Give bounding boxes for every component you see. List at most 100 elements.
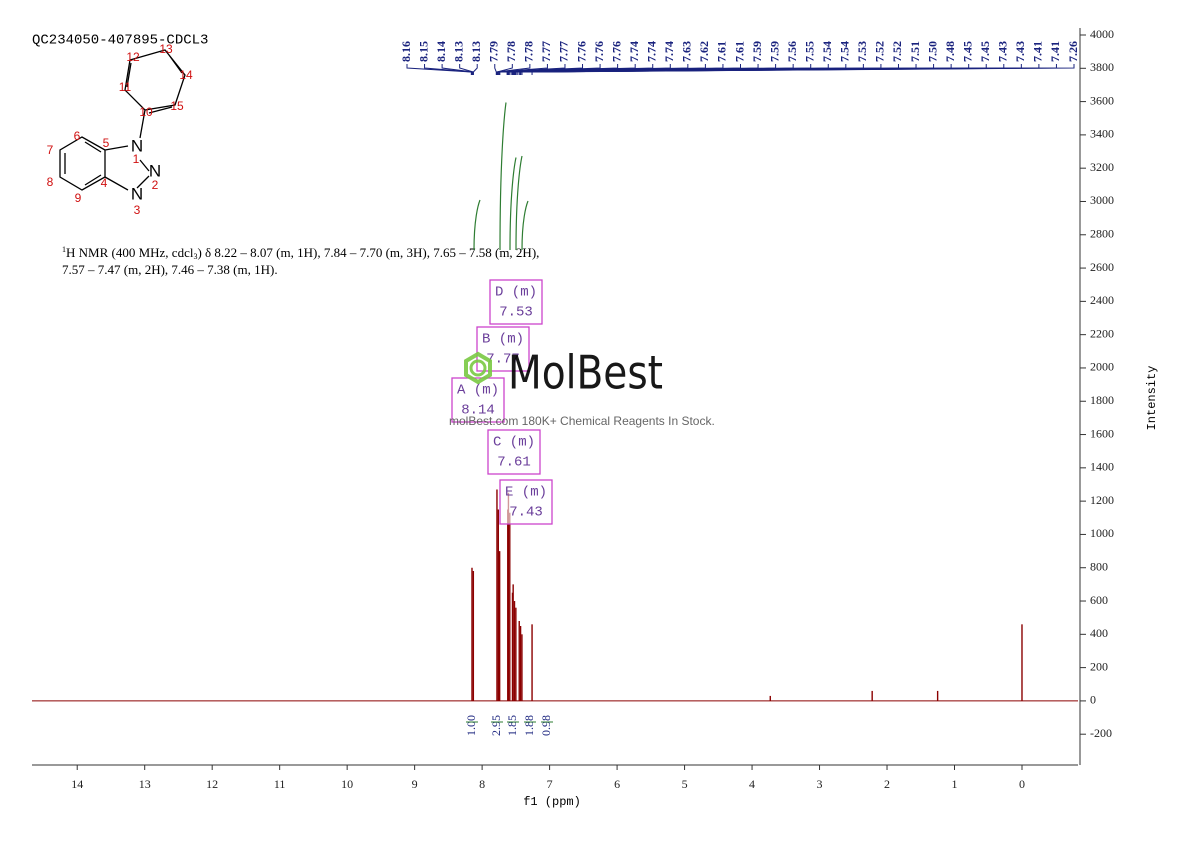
peak-label: 7.76 bbox=[592, 41, 606, 62]
atom-number: 8 bbox=[47, 175, 54, 189]
x-tick-label: 3 bbox=[817, 777, 823, 791]
peak-label: 7.61 bbox=[715, 41, 729, 62]
logo bbox=[469, 359, 487, 377]
peak-label: 7.43 bbox=[1013, 41, 1027, 62]
peak-label: 7.74 bbox=[644, 41, 658, 62]
multiplet-shift: 7.77 bbox=[486, 352, 520, 368]
x-axis-label: f1 (ppm) bbox=[523, 795, 581, 809]
peak-connector bbox=[406, 64, 472, 75]
y-tick-label: 1000 bbox=[1090, 526, 1114, 540]
multiplet-box bbox=[499, 479, 553, 525]
watermark-text: MolBest bbox=[508, 346, 663, 400]
peak-label: 7.62 bbox=[697, 41, 711, 62]
atom-number: 13 bbox=[159, 42, 173, 56]
x-tick-label: 11 bbox=[274, 777, 286, 791]
y-tick-label: 3200 bbox=[1090, 160, 1114, 174]
atom-number: 9 bbox=[75, 191, 82, 205]
x-tick-label: 14 bbox=[71, 777, 83, 791]
y-tick-label: 400 bbox=[1090, 626, 1108, 640]
peak-label: 7.41 bbox=[1048, 41, 1062, 62]
peak-label: 7.54 bbox=[838, 41, 852, 62]
peak-label: 7.77 bbox=[539, 41, 553, 62]
multiplet-box bbox=[476, 326, 530, 372]
watermark-subtext: molBest.com 180K+ Chemical Reagents In S… bbox=[449, 414, 715, 428]
x-tick-label: 13 bbox=[139, 777, 151, 791]
peak-label: 8.15 bbox=[416, 41, 430, 62]
integral-label: 0.98 bbox=[539, 715, 553, 736]
nmr-description: 1H NMR (400 MHz, cdcl3) δ 8.22 – 8.07 (m… bbox=[62, 245, 539, 261]
y-tick-label: 2800 bbox=[1090, 227, 1114, 241]
peak-label: 7.53 bbox=[855, 41, 869, 62]
y-tick-label: 1200 bbox=[1090, 493, 1114, 507]
atom-number: 3 bbox=[134, 203, 141, 217]
logo bbox=[464, 351, 492, 385]
peak-label: 7.41 bbox=[1031, 41, 1045, 62]
integral-label: 1.88 bbox=[522, 715, 536, 736]
peak-connector bbox=[472, 64, 478, 75]
peak-label: 7.50 bbox=[925, 41, 939, 62]
peak-label: 7.74 bbox=[627, 41, 641, 62]
peak-label: 7.45 bbox=[960, 41, 974, 62]
nmr-description: 7.57 – 7.47 (m, 2H), 7.46 – 7.38 (m, 1H)… bbox=[62, 262, 278, 277]
y-tick-label: 3400 bbox=[1090, 127, 1114, 141]
watermark: MolBest molBest.com 180K+ Chemical Reage… bbox=[449, 346, 715, 429]
peak-label: 8.13 bbox=[451, 41, 465, 62]
peak-label: 7.78 bbox=[522, 41, 536, 62]
peak-label: 7.52 bbox=[890, 41, 904, 62]
peak-connector bbox=[531, 64, 1075, 75]
integral-label: 1.85 bbox=[505, 715, 519, 736]
atom-number: 14 bbox=[179, 68, 193, 82]
x-tick-label: 0 bbox=[1019, 777, 1025, 791]
peak-label: 7.59 bbox=[767, 41, 781, 62]
peak-label: 7.48 bbox=[943, 41, 957, 62]
atom-number: 10 bbox=[139, 105, 153, 119]
atom-number: 6 bbox=[74, 129, 81, 143]
x-tick-label: 10 bbox=[341, 777, 353, 791]
peak-connector bbox=[441, 64, 474, 75]
x-tick-label: 6 bbox=[614, 777, 620, 791]
chart-title: QC234050-407895-CDCL3 bbox=[32, 33, 208, 49]
peak-label: 7.74 bbox=[662, 41, 676, 62]
atom-label: N bbox=[149, 161, 161, 180]
y-tick-label: 3000 bbox=[1090, 193, 1114, 207]
text: H NMR (400 MHz, cdcl bbox=[66, 245, 194, 260]
peak-connector bbox=[494, 64, 497, 75]
integral-label: 2.95 bbox=[489, 715, 503, 736]
atom-label: N bbox=[131, 184, 143, 203]
x-tick-label: 2 bbox=[884, 777, 890, 791]
bonds bbox=[59, 49, 186, 191]
y-tick-label: 2200 bbox=[1090, 326, 1114, 340]
integral-curve bbox=[509, 157, 517, 251]
y-tick-label: 2000 bbox=[1090, 360, 1114, 374]
peak-connector bbox=[424, 64, 473, 75]
y-tick-label: 2400 bbox=[1090, 293, 1114, 307]
y-tick-label: 800 bbox=[1090, 559, 1108, 573]
y-tick-label: 1600 bbox=[1090, 426, 1114, 440]
multiplet-box bbox=[487, 429, 541, 475]
marks: 14 13 12 11 10 9 8 7 6 5 4 3 2 1 0-2000200400600800100… bbox=[32, 27, 1114, 791]
peak-label: 7.54 bbox=[820, 41, 834, 62]
multiplet-shift: 7.61 bbox=[497, 455, 531, 471]
structure: N N N 1 2 3 4 5 6 7 8 9 10 11 12 13 14 1… bbox=[47, 42, 193, 217]
x-tick-label: 8 bbox=[479, 777, 485, 791]
peak-label: 8.16 bbox=[399, 41, 413, 62]
peak-label: 7.26 bbox=[1066, 41, 1080, 62]
atom-number: 1 bbox=[133, 152, 140, 166]
y-axis-label: Intensity bbox=[1145, 366, 1159, 431]
x-tick-label: 9 bbox=[412, 777, 418, 791]
text: ) δ 8.22 – 8.07 (m, 1H), 7.84 – 7.70 (m,… bbox=[197, 245, 539, 260]
peak-connector bbox=[496, 64, 531, 75]
superscript: 1 bbox=[62, 245, 66, 254]
atom-number: 5 bbox=[103, 136, 110, 150]
y-tick-label: 0 bbox=[1090, 693, 1096, 707]
multiplet-box bbox=[489, 279, 543, 325]
peak-label: 7.52 bbox=[873, 41, 887, 62]
multiplet-shift: 7.43 bbox=[509, 505, 543, 521]
x-tick-label: 5 bbox=[682, 777, 688, 791]
peak-label: 7.63 bbox=[680, 41, 694, 62]
multiplet-shift: 8.14 bbox=[461, 403, 495, 419]
integral-curve bbox=[499, 102, 507, 251]
multiplet-label: C (m) bbox=[493, 435, 535, 451]
multiplet-label: D (m) bbox=[495, 285, 537, 301]
